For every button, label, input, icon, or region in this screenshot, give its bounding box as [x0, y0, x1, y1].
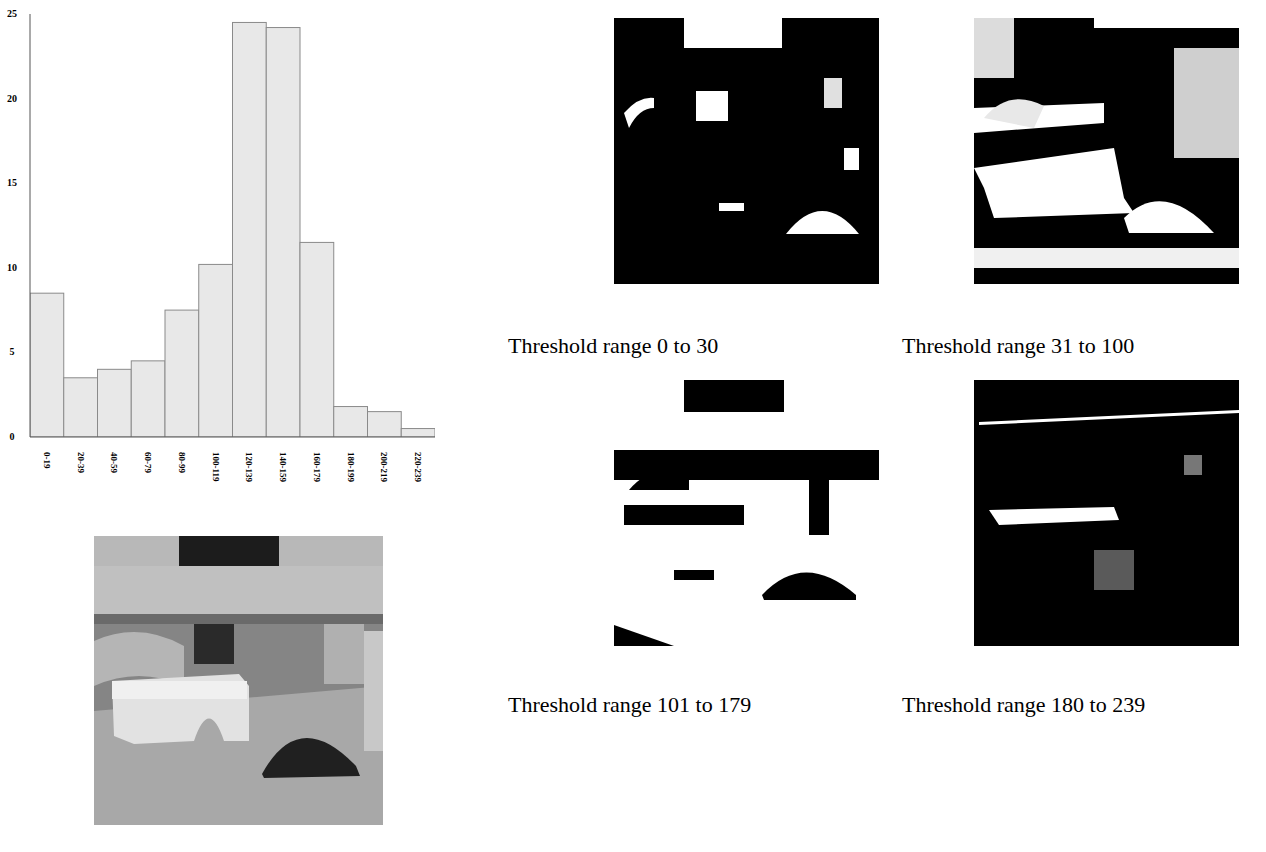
shape [1174, 48, 1239, 158]
shape [684, 380, 784, 412]
bar [64, 378, 98, 437]
bar [98, 369, 132, 437]
shape [762, 573, 856, 601]
caption: Threshold range 0 to 30 [508, 333, 718, 358]
canvas: 0 5 10 15 20 25 0-19 20-39 40-59 60-79 80-99 100-11… [0, 0, 1266, 852]
x-tick-label: 220-239 [413, 452, 423, 482]
x-tick-label: 60-79 [143, 452, 153, 473]
caption: Threshold range 180 to 239 [902, 692, 1145, 717]
bar [30, 293, 64, 437]
shape [1094, 550, 1134, 590]
y-tick-label: 20 [7, 93, 17, 104]
shape [194, 624, 234, 664]
x-tick-label: 200-219 [379, 452, 389, 482]
shape [719, 203, 744, 211]
shape [94, 614, 383, 624]
x-tick-label: 160-179 [312, 452, 322, 482]
bars [30, 22, 435, 437]
shape [984, 99, 1044, 128]
shape [364, 631, 383, 751]
shape [94, 536, 383, 825]
y-tick-label: 10 [7, 262, 17, 273]
x-tick-label: 180-199 [346, 452, 356, 482]
shape [989, 507, 1119, 525]
bar [131, 361, 165, 437]
bar [233, 22, 267, 437]
shape [1124, 201, 1214, 233]
shape [629, 472, 689, 490]
y-tick-label: 15 [7, 177, 17, 188]
shape [112, 681, 247, 699]
shape [974, 273, 1239, 284]
threshold-image [614, 18, 879, 284]
shape [624, 98, 654, 128]
shape [684, 18, 782, 48]
shape [614, 18, 879, 284]
x-tick-label: 100-119 [211, 452, 221, 482]
x-tick-label: 40-59 [109, 452, 119, 473]
shape [974, 248, 1239, 268]
shape [979, 410, 1239, 425]
caption: Threshold range 31 to 100 [902, 333, 1134, 358]
photo [94, 536, 383, 825]
threshold-image [974, 18, 1239, 284]
bar [199, 264, 233, 437]
bar [300, 242, 334, 437]
y-axis [30, 14, 31, 437]
shape [614, 380, 879, 646]
y-tick-label: 0 [10, 431, 15, 442]
shape [674, 570, 714, 580]
shape [974, 18, 1014, 78]
shape [786, 211, 859, 234]
shape [614, 625, 674, 646]
bar [334, 407, 368, 437]
shape [179, 536, 279, 566]
shape [324, 624, 364, 684]
shape [824, 78, 842, 108]
x-tick-label: 0-19 [42, 452, 52, 469]
shape [974, 148, 1134, 218]
shape [696, 91, 728, 121]
bar [165, 310, 199, 437]
shape [1094, 18, 1239, 28]
bar [368, 412, 402, 437]
x-axis [30, 437, 435, 438]
shape [974, 380, 1239, 646]
x-tick-label: 120-139 [244, 452, 254, 482]
shape [94, 536, 383, 566]
shape [112, 674, 249, 744]
bar [401, 429, 435, 437]
shape [844, 148, 859, 170]
shape [262, 738, 360, 778]
shape [1184, 455, 1202, 475]
shape [809, 455, 829, 535]
threshold-image [974, 380, 1239, 646]
shape [624, 505, 744, 525]
shape [94, 566, 383, 621]
background [0, 0, 1266, 852]
bar [266, 28, 300, 437]
x-tick-label: 140-159 [278, 452, 288, 482]
caption: Threshold range 101 to 179 [508, 692, 751, 717]
y-tick-label: 25 [7, 8, 17, 19]
y-tick-label: 5 [10, 346, 15, 357]
x-tick-label: 80-99 [177, 452, 187, 473]
shape [974, 18, 1239, 284]
x-tick-label: 20-39 [76, 452, 86, 473]
threshold-image [614, 380, 879, 646]
